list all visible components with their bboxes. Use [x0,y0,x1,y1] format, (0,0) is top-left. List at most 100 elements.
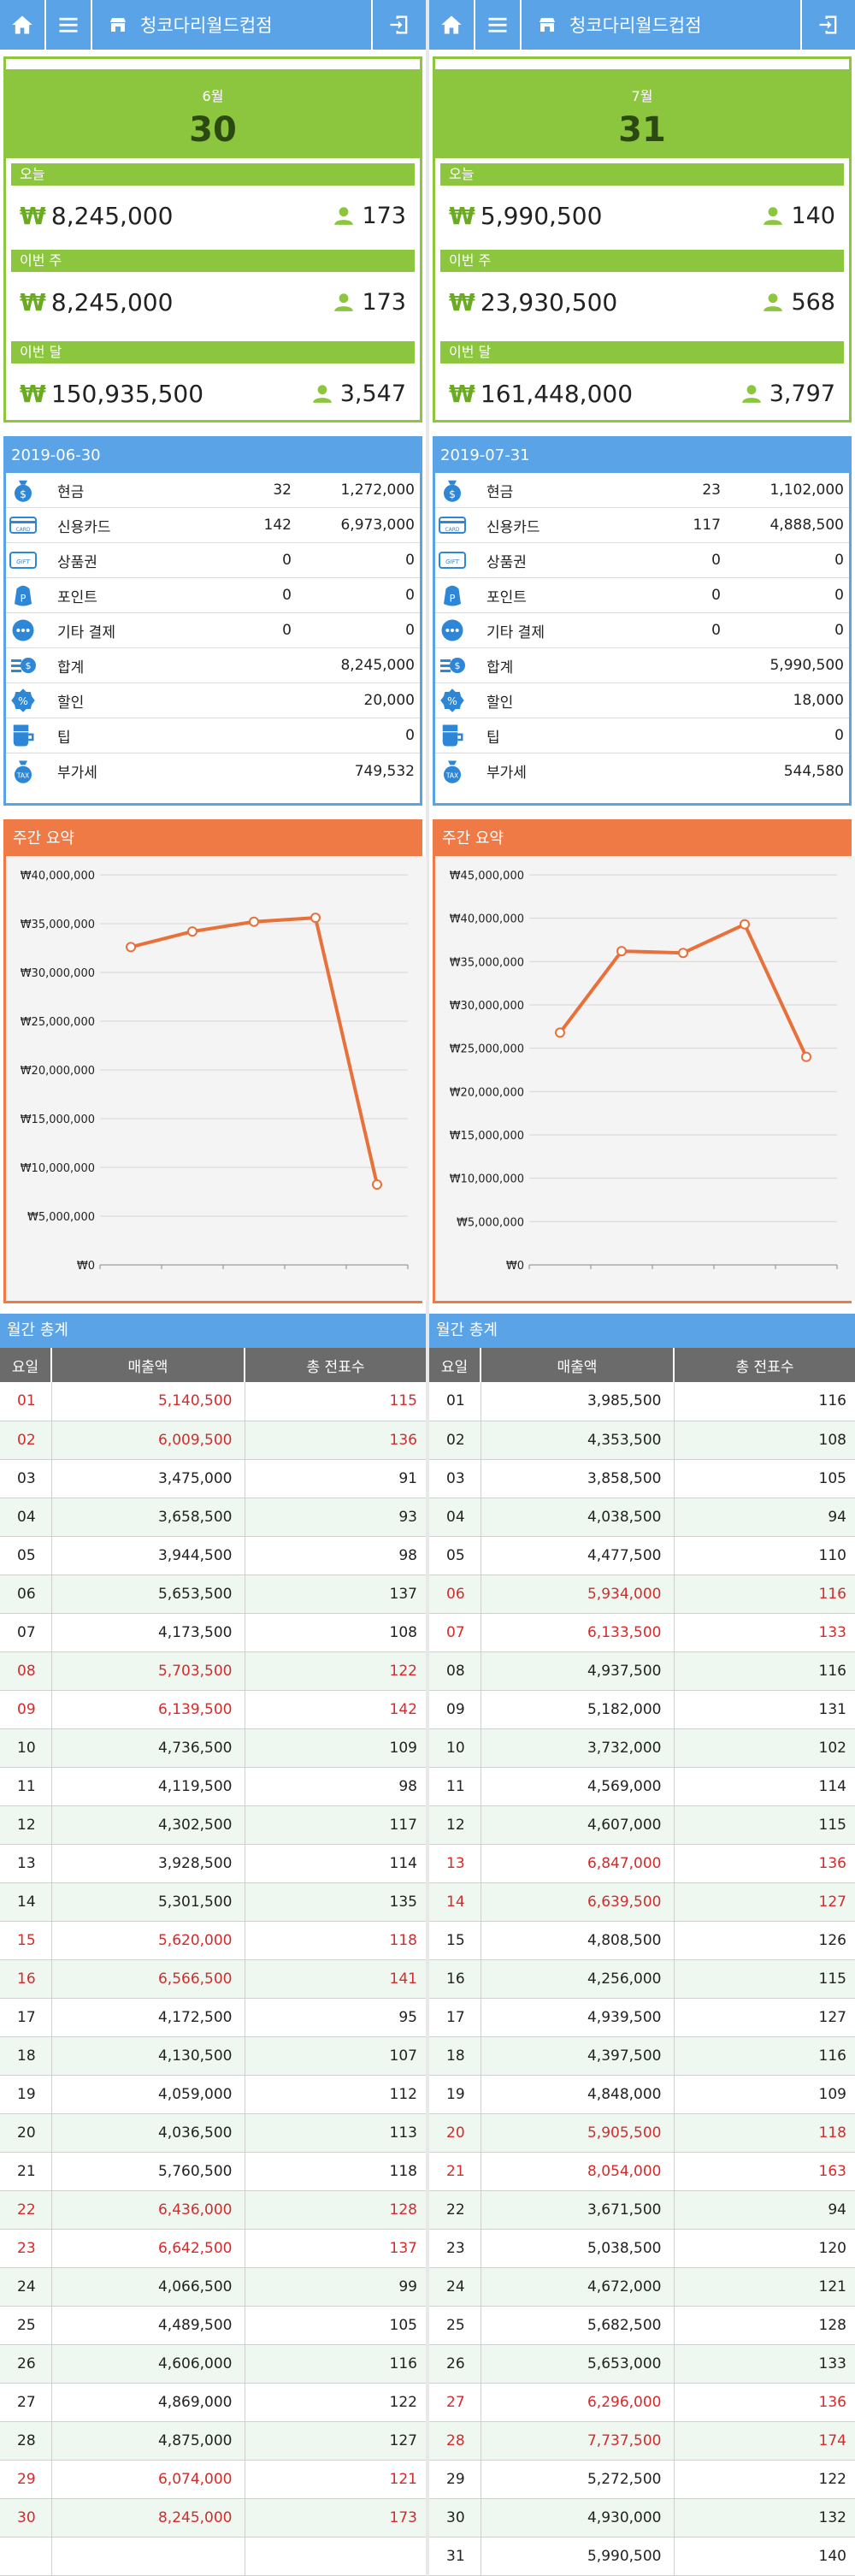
sales-cell: 4,302,500 [51,1805,245,1845]
table-row: 05 3,944,500 98 [0,1536,426,1575]
day-cell: 19 [0,2075,52,2114]
receipt-count-cell: 137 [245,1575,426,1614]
payment-row: TAX 부가세 749,532 [6,753,420,789]
payment-amount: 8,245,000 [340,657,415,674]
data-point[interactable] [249,916,259,927]
day-cell: 07 [429,1613,481,1652]
table-row: 12 4,302,500 117 [0,1805,426,1845]
menu-button[interactable] [46,0,92,50]
data-point[interactable] [555,1027,565,1038]
payment-row: 기타 결제 0 0 [435,613,849,648]
won-icon: ₩ [449,201,475,230]
logout-button[interactable] [373,0,426,50]
day-cell: 08 [0,1651,52,1691]
day-cell: 03 [429,1459,481,1498]
receipt-count-cell: 118 [245,2152,426,2191]
table-row: 01 3,985,500 116 [429,1382,855,1421]
sales-cell: 6,436,000 [51,2190,245,2230]
day-cell: 13 [0,1844,52,1883]
table-row: 30 8,245,000 173 [0,2498,426,2538]
y-tick-label: ₩10,000,000 [21,1162,95,1175]
payment-amount: 0 [834,727,844,744]
data-point[interactable] [372,1179,382,1191]
day-cell: 31 [429,2537,481,2576]
sales-cell: 5,760,500 [51,2152,245,2191]
svg-text:%: % [447,694,457,707]
payment-amount: 4,888,500 [770,517,844,534]
sales-cell: 3,671,500 [481,2190,675,2230]
sales-amount: 161,448,000 [480,379,634,408]
payment-amount: 5,990,500 [770,657,844,674]
summary-period-label: 오늘 [11,163,415,186]
summary-block: 이번 주 ₩8,245,000 173 [6,250,420,341]
sales-cell: 4,172,500 [51,1998,245,2037]
day-cell: 03 [0,1459,52,1498]
logout-button[interactable] [802,0,855,50]
payment-amount: 0 [834,622,844,639]
sales-cell: 5,140,500 [51,1382,245,1421]
payment-amount: 0 [405,587,415,604]
summary-period-label: 이번 달 [11,341,415,363]
svg-text:GIFT: GIFT [16,558,31,565]
sales-amount: 5,990,500 [480,201,603,230]
payment-amount: 20,000 [363,692,415,709]
table-row: 13 3,928,500 114 [0,1844,426,1883]
data-point[interactable] [678,948,688,959]
sales-cell: 4,173,500 [51,1613,245,1652]
receipt-count-cell: 136 [674,1844,855,1883]
payment-type: 기타 결제 [57,623,115,641]
data-point[interactable] [740,919,750,930]
day-cell: 27 [429,2383,481,2422]
menu-button[interactable] [475,0,522,50]
receipt-count-cell: 109 [674,2075,855,2114]
table-row: 05 4,477,500 110 [429,1536,855,1575]
sales-cell: 4,256,000 [481,1959,675,1999]
table-row: 27 6,296,000 136 [429,2383,855,2422]
receipt-count-cell: 113 [245,2113,426,2153]
sales-cell: 3,944,500 [51,1536,245,1575]
receipt-count-cell: 174 [674,2421,855,2461]
store-selector[interactable]: 청코다리월드컵점 [92,0,373,50]
day-cell: 01 [0,1382,52,1421]
home-button[interactable] [429,0,475,50]
tip-cup-icon [435,723,469,748]
payment-type: 신용카드 [486,518,540,536]
receipt-count-cell: 117 [245,1805,426,1845]
table-row: 21 5,760,500 118 [0,2152,426,2191]
day-cell: 14 [429,1882,481,1922]
sum-icon: $ [6,653,40,677]
day-cell: 11 [0,1767,52,1806]
payment-row: $ 합계 5,990,500 [435,648,849,683]
receipt-count-cell: 99 [245,2267,426,2307]
sales-cell: 3,658,500 [51,1498,245,1537]
store-selector[interactable]: 청코다리월드컵점 [522,0,802,50]
data-point[interactable] [801,1051,811,1062]
day-cell: 25 [0,2306,52,2345]
day-cell: 24 [0,2267,52,2307]
table-row: 02 6,009,500 136 [0,1421,426,1460]
tip-cup-icon [6,723,40,748]
receipt-count-cell: 137 [245,2229,426,2268]
table-row: 28 7,737,500 174 [429,2421,855,2461]
person-icon [740,382,763,405]
won-icon: ₩ [449,379,475,408]
payment-row: CARD 신용카드 142 6,973,000 [6,508,420,543]
top-bar: 청코다리월드컵점 [429,0,855,50]
data-point[interactable] [187,926,198,937]
table-row: 16 4,256,000 115 [429,1959,855,1999]
home-button[interactable] [0,0,46,50]
data-point[interactable] [616,946,627,957]
day-cell: 29 [429,2460,481,2499]
payment-row: $ 합계 8,245,000 [6,648,420,683]
receipt-count-cell: 98 [245,1767,426,1806]
day-cell: 12 [0,1805,52,1845]
won-icon: ₩ [20,379,46,408]
sum-icon: $ [435,653,469,677]
sales-amount: 150,935,500 [50,379,204,408]
data-point[interactable] [126,942,136,953]
payment-count: 0 [711,552,721,569]
receipt-count-cell: 128 [674,2306,855,2345]
data-point[interactable] [310,913,321,924]
more-icon [6,617,40,643]
person-icon [762,204,784,227]
